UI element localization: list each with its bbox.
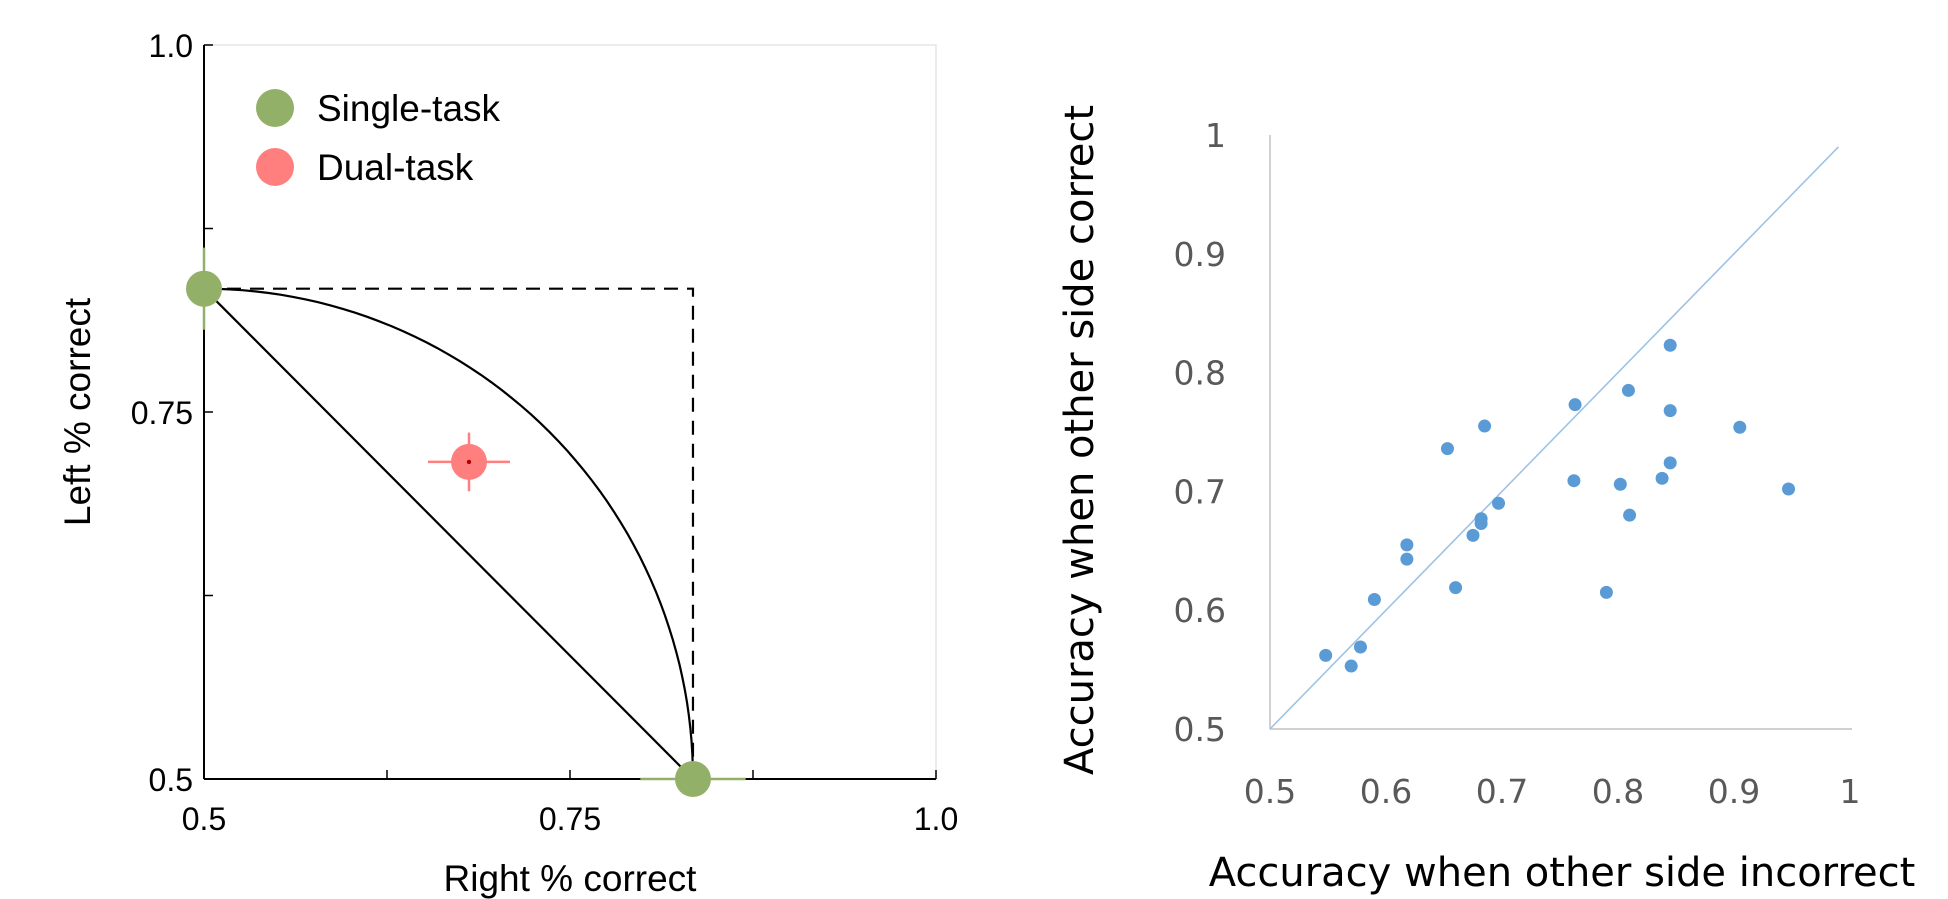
legend-marker-single-task <box>256 89 294 127</box>
scatter-point <box>1400 538 1414 552</box>
scatter-point <box>1449 581 1463 595</box>
scatter-point <box>1599 585 1613 599</box>
left-x-tick-label: 0.5 <box>182 801 226 837</box>
legend-label-single-task: Single-task <box>317 88 501 129</box>
right-y-tick-label: 0.8 <box>1174 354 1226 393</box>
right-y-tick-label: 0.5 <box>1174 710 1226 749</box>
left-x-axis-label: Right % correct <box>444 858 698 899</box>
dashed-bound <box>204 287 695 779</box>
left-reference-curves <box>203 287 695 780</box>
scatter-point <box>1568 398 1582 412</box>
right-x-axis-label: Accuracy when other side incorrect <box>1209 850 1916 896</box>
left-data-points <box>186 247 746 797</box>
right-y-tick-label: 0.7 <box>1174 472 1226 511</box>
left-y-tick-label: 0.75 <box>131 395 193 431</box>
scatter-point <box>1466 528 1480 542</box>
right-y-tick-label: 1 <box>1205 116 1226 155</box>
right-data-points <box>1319 338 1796 673</box>
scatter-point <box>1367 593 1381 607</box>
right-x-tick-label: 0.5 <box>1244 772 1296 811</box>
scatter-point <box>1567 474 1581 488</box>
scatter-point <box>1474 512 1488 526</box>
linear-tradeoff-line <box>203 287 694 780</box>
legend-label-dual-task: Dual-task <box>317 147 474 188</box>
left-chart-panel: 0.5 0.75 1.0 0.5 0.75 1.0 Single-task Dual-tas… <box>57 28 958 899</box>
left-y-tick-label: 1.0 <box>149 28 193 64</box>
scatter-point <box>1344 659 1358 673</box>
right-y-tick-label: 0.9 <box>1174 235 1226 274</box>
identity-line <box>1269 146 1839 730</box>
legend-marker-dual-task <box>256 148 294 186</box>
left-axis-ticks: 0.5 0.75 1.0 0.5 0.75 1.0 <box>131 28 959 837</box>
scatter-point <box>1440 442 1454 456</box>
scatter-point <box>1319 648 1333 662</box>
scatter-point <box>1655 471 1669 485</box>
scatter-point <box>1613 477 1627 491</box>
scatter-point <box>1478 419 1492 433</box>
single-task-point <box>674 761 711 797</box>
right-x-tick-label: 1 <box>1840 772 1861 811</box>
right-axis-ticks: 0.5 0.6 0.7 0.8 0.9 1 0.5 0.6 0.7 0.8 0.9 1 <box>1174 116 1861 811</box>
scatter-point <box>1492 496 1506 510</box>
single-task-point <box>186 270 222 307</box>
left-legend: Single-task Dual-task <box>256 88 501 188</box>
left-x-tick-label: 1.0 <box>914 801 958 837</box>
scatter-point <box>1623 508 1637 522</box>
scatter-point <box>1663 338 1677 352</box>
optimal-tradeoff-arc <box>203 287 695 780</box>
right-x-tick-label: 0.9 <box>1708 772 1760 811</box>
right-x-tick-label: 0.6 <box>1360 772 1412 811</box>
scatter-point <box>1733 420 1747 434</box>
right-x-tick-label: 0.8 <box>1592 772 1644 811</box>
scatter-point <box>1663 404 1677 418</box>
right-y-tick-label: 0.6 <box>1174 591 1226 630</box>
scatter-point <box>1353 640 1367 654</box>
scatter-point <box>1400 552 1414 566</box>
scatter-point <box>1621 383 1635 397</box>
left-x-tick-label: 0.75 <box>539 801 601 837</box>
left-plot-frame <box>203 44 937 780</box>
right-x-tick-label: 0.7 <box>1476 772 1528 811</box>
scatter-point <box>1782 482 1796 496</box>
right-chart-panel: 0.5 0.6 0.7 0.8 0.9 1 0.5 0.6 0.7 0.8 0.9 1 Accurac… <box>1057 105 1915 896</box>
right-y-axis-label: Accuracy when other side correct <box>1057 105 1103 775</box>
left-y-tick-label: 0.5 <box>149 762 193 798</box>
left-y-axis-label: Left % correct <box>57 297 98 526</box>
dual-task-point-center <box>466 459 472 465</box>
scatter-point <box>1663 456 1677 470</box>
